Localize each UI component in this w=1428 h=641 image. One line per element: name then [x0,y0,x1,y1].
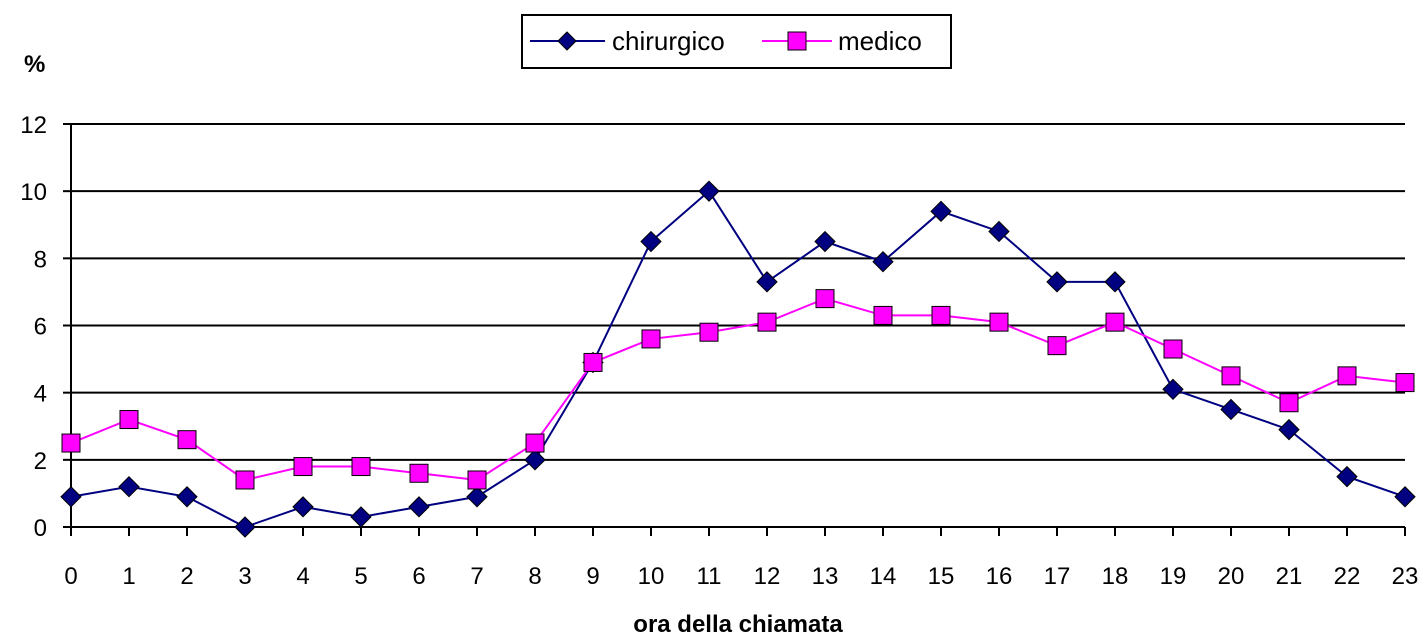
x-tick-label: 11 [697,563,722,590]
data-point-medico [699,322,719,342]
data-point-chirurgico [930,200,952,223]
data-point-chirurgico [176,486,198,508]
data-point-chirurgico [814,230,836,253]
x-axis-title: ora della chiamata [633,611,843,638]
data-point-medico [1279,393,1299,413]
data-point-chirurgico [1220,398,1242,421]
data-point-medico [989,312,1009,332]
data-point-chirurgico [1394,486,1416,508]
data-point-chirurgico [292,496,314,518]
data-point-medico [583,352,603,372]
x-tick-label: 23 [1392,563,1419,590]
legend-marker-chirurgico [557,31,577,51]
x-tick-label: 17 [1044,563,1071,590]
data-point-chirurgico [872,250,894,273]
data-point-medico [119,410,139,430]
data-point-medico [815,289,835,309]
data-point-medico [1395,373,1415,393]
x-tick-label: 1 [122,563,135,590]
data-point-medico [873,305,893,325]
y-tick-label: 6 [34,314,47,341]
data-point-medico [467,470,487,490]
data-point-chirurgico [1162,378,1184,401]
data-point-medico [1337,366,1357,386]
data-point-chirurgico [118,475,140,498]
data-point-medico [409,463,429,483]
data-point-chirurgico [756,271,778,293]
series-line-medico [70,297,1406,482]
data-point-medico [235,470,255,490]
data-point-chirurgico [408,496,430,518]
x-tick-label: 8 [528,563,541,590]
data-point-medico [1105,312,1125,332]
y-tick-label: 10 [20,179,47,206]
x-tick-label: 2 [180,563,193,590]
x-tick-label: 19 [1160,563,1187,590]
x-tick-label: 7 [470,563,483,590]
data-point-medico [525,433,545,453]
series-line-chirurgico [70,189,1406,529]
x-tick-label: 21 [1276,563,1303,590]
y-tick-labels: 0 2 4 6 8 10 12 [20,112,47,542]
legend-label-medico: medico [838,26,922,56]
data-point-medico [61,433,81,453]
y-axis-unit-label: % [24,51,45,78]
data-point-chirurgico [234,516,256,538]
data-point-chirurgico [1104,271,1126,293]
x-tick-label: 9 [586,563,599,590]
x-tick-label: 15 [928,563,955,590]
y-tick-label: 2 [34,448,47,475]
data-point-chirurgico [640,230,662,253]
x-tick-label: 3 [238,563,251,590]
y-tick-label: 12 [20,112,47,139]
x-tick-label: 10 [638,563,665,590]
data-point-chirurgico [698,180,720,202]
x-tick-label: 18 [1102,563,1129,590]
legend-label-chirurgico: chirurgico [612,26,725,56]
x-tick-label: 13 [812,563,839,590]
data-point-medico [1047,336,1067,356]
x-tick-label: 0 [64,563,77,590]
data-point-chirurgico [1046,271,1068,293]
x-tick-label: 20 [1218,563,1245,590]
data-point-medico [1221,366,1241,386]
x-tick-label: 12 [754,563,781,590]
data-point-medico [177,430,197,450]
data-point-medico [931,305,951,325]
legend-marker-medico [787,31,807,51]
data-point-chirurgico [988,220,1010,243]
data-point-medico [757,312,777,332]
legend: chirurgico medico [521,14,952,69]
x-tick-label: 4 [296,563,309,590]
data-point-chirurgico [60,486,82,508]
x-tick-label: 22 [1334,563,1361,590]
x-tick-labels: 0 1 2 3 4 5 6 7 8 9 10 11 12 13 14 15 16 17 18 19 20 21 22 23 [64,563,1418,590]
data-point-medico [293,457,313,477]
data-point-medico [351,457,371,477]
data-point-medico [1163,339,1183,359]
series-medico [61,289,1415,490]
gridlines [71,123,1405,461]
data-point-chirurgico [350,506,372,528]
x-tick-label: 14 [870,563,897,590]
data-point-chirurgico [524,449,546,471]
data-point-chirurgico [1278,418,1300,441]
y-tick-label: 0 [34,515,47,542]
series-group [60,180,1416,538]
data-point-chirurgico [466,486,488,508]
x-tick-label: 6 [412,563,425,590]
axes [63,123,1406,536]
x-tick-label: 5 [354,563,367,590]
series-chirurgico [60,180,1416,538]
y-tick-label: 8 [34,246,47,273]
y-tick-label: 4 [34,381,47,408]
data-point-chirurgico [1336,465,1358,488]
data-point-medico [641,329,661,349]
x-tick-label: 16 [986,563,1013,590]
